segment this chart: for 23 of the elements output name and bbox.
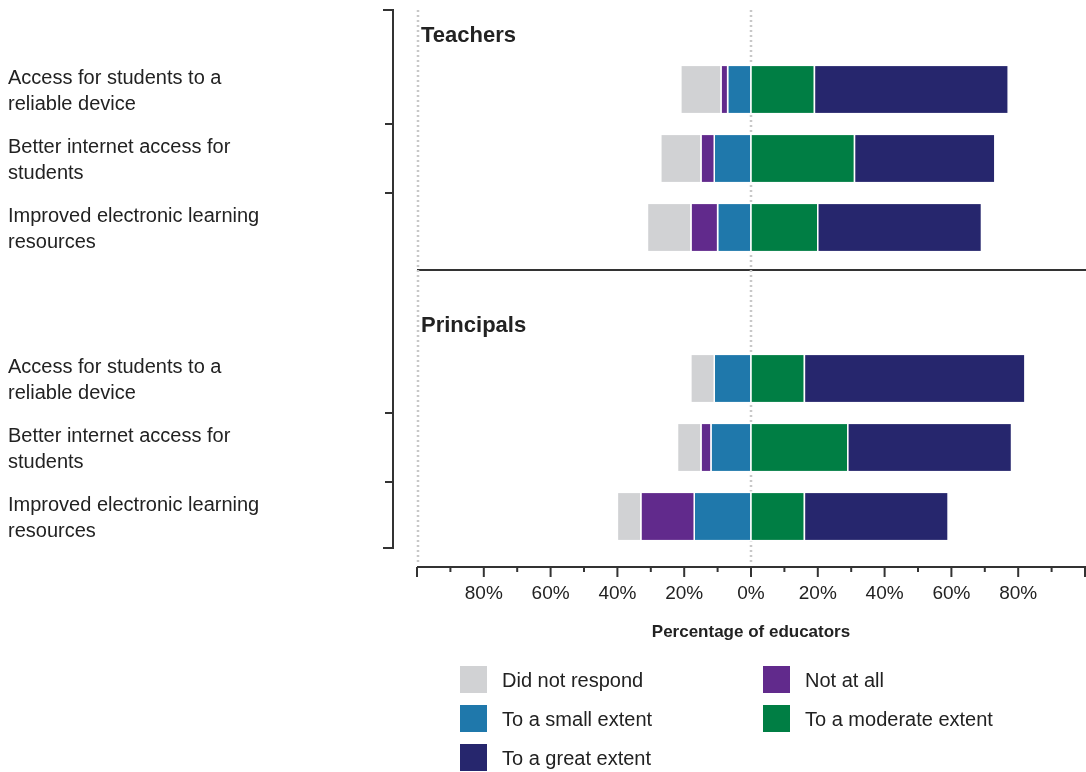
- x-tick-label: 20%: [665, 582, 704, 603]
- chart-title: Principals: [421, 312, 527, 337]
- text: Teachers: [421, 22, 516, 47]
- legend-label: To a small extent: [502, 708, 653, 730]
- x-tick-label: 40%: [865, 582, 904, 603]
- x-tick-label: 60%: [932, 582, 971, 603]
- legend-label: Did not respond: [502, 669, 644, 691]
- legend-label: Not at all: [805, 669, 884, 691]
- y-tick-label: Access for students to a reliable device: [8, 354, 223, 403]
- legend-label: To a moderate extent: [805, 708, 994, 730]
- x-axis-title: Percentage of educators: [651, 622, 851, 641]
- y-tick-label: Access for students to a reliable device: [8, 65, 223, 114]
- legend-label: To a great extent: [502, 747, 652, 769]
- x-tick-label: 60%: [531, 582, 570, 603]
- y-tick-label: Better internet access for students: [8, 423, 231, 472]
- x-tick-label: 0%: [737, 582, 765, 603]
- x-tick-label: 20%: [798, 582, 837, 603]
- y-tick-label: Improved electronic learning resources: [8, 492, 260, 541]
- y-tick-label: Better internet access for students: [8, 134, 231, 183]
- y-tick-label: Improved electronic learning resources: [8, 203, 260, 252]
- x-tick-label: 80%: [464, 582, 503, 603]
- x-tick-label: 80%: [999, 582, 1038, 603]
- x-tick-label: 40%: [598, 582, 637, 603]
